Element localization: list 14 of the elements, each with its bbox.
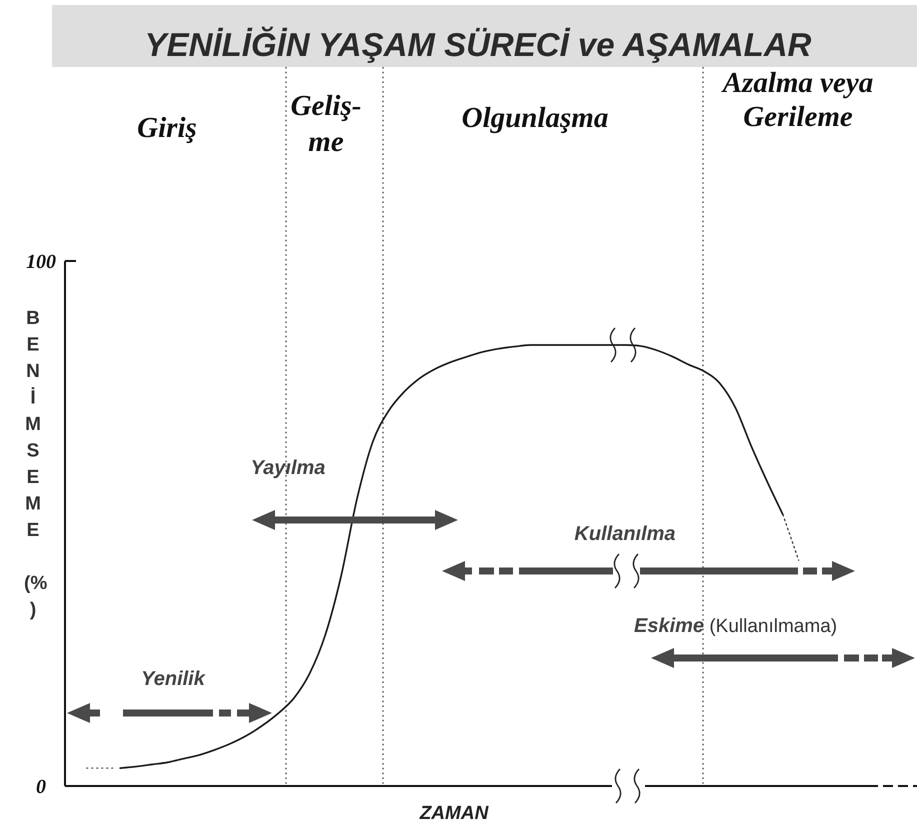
annotation: Yenilik — [141, 668, 206, 690]
chart-title: YENİLİĞİN YAŞAM SÜRECİ ve AŞAMALAR — [144, 26, 812, 63]
annotation: (Kullanılmama) — [704, 616, 838, 637]
x-axis-title: ZAMAN — [418, 803, 490, 824]
y-tick-label: 100 — [26, 251, 56, 273]
text: Giriş — [137, 112, 197, 144]
text: Azalma veya Gerileme — [720, 67, 874, 134]
text: BENİMSEME (%) — [24, 308, 48, 620]
annotation: Eskime — [634, 615, 704, 637]
annotation: Kullanılma — [574, 523, 676, 545]
y-tick-label: 0 — [36, 776, 46, 798]
text: Geliş- me — [290, 90, 362, 158]
text: Olgunlaşma — [462, 102, 608, 134]
annotation: Yayılma — [250, 457, 326, 479]
